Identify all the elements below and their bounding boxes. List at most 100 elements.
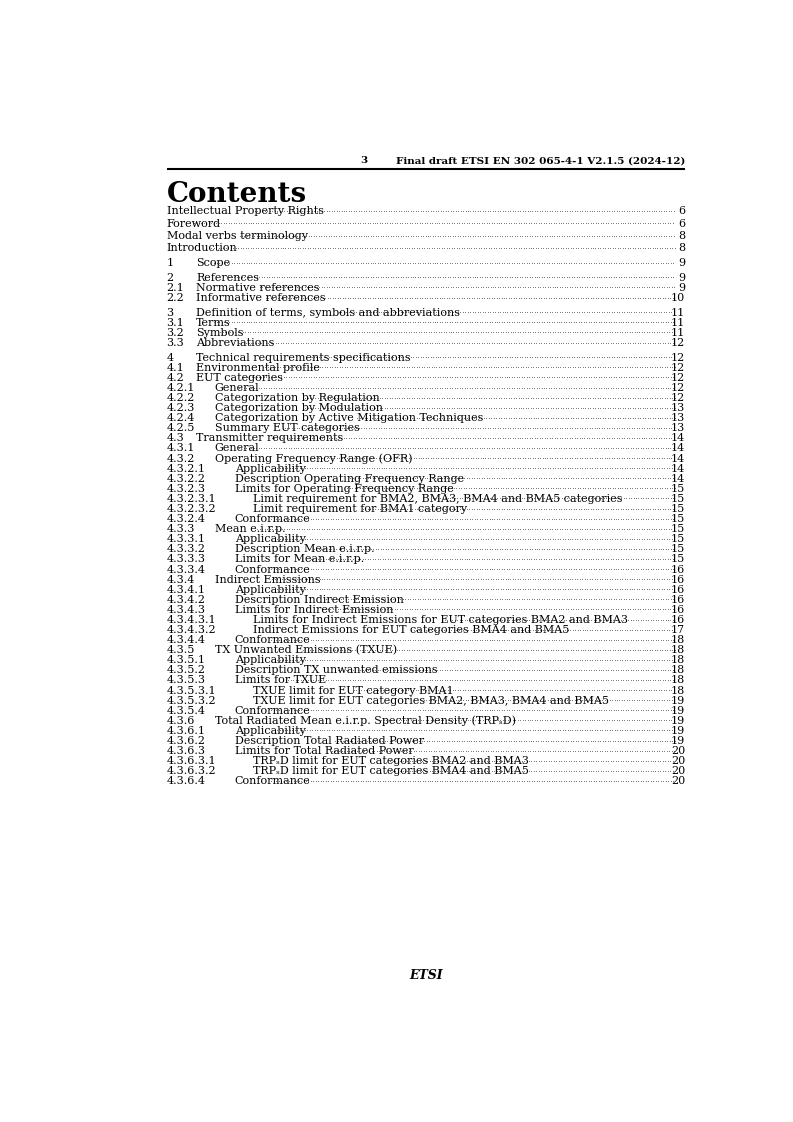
Text: 16: 16 xyxy=(671,585,685,595)
Text: 16: 16 xyxy=(671,615,685,625)
Text: Terms: Terms xyxy=(196,318,231,328)
Text: 4.3.5.3.1: 4.3.5.3.1 xyxy=(167,686,216,696)
Text: 4.3.6.3: 4.3.6.3 xyxy=(167,746,205,756)
Text: 15: 15 xyxy=(671,524,685,534)
Text: 15: 15 xyxy=(671,484,685,494)
Text: 14: 14 xyxy=(671,453,685,463)
Text: 14: 14 xyxy=(671,443,685,453)
Text: Applicability: Applicability xyxy=(235,655,305,665)
Text: 4.2.1: 4.2.1 xyxy=(167,383,195,393)
Text: TXUE limit for EUT categories BMA2, BMA3, BMA4 and BMA5: TXUE limit for EUT categories BMA2, BMA3… xyxy=(253,696,609,706)
Text: TX Unwanted Emissions (TXUE): TX Unwanted Emissions (TXUE) xyxy=(215,645,396,655)
Text: Introduction: Introduction xyxy=(167,243,237,254)
Text: 12: 12 xyxy=(671,373,685,383)
Text: 15: 15 xyxy=(671,544,685,554)
Text: 4.3.3.4: 4.3.3.4 xyxy=(167,564,205,574)
Text: Description Total Radiated Power: Description Total Radiated Power xyxy=(235,736,424,746)
Text: 18: 18 xyxy=(671,665,685,675)
Text: 13: 13 xyxy=(671,403,685,413)
Text: 4.3.4.1: 4.3.4.1 xyxy=(167,585,205,595)
Text: Technical requirements specifications: Technical requirements specifications xyxy=(196,352,411,362)
Text: Description Operating Frequency Range: Description Operating Frequency Range xyxy=(235,473,464,484)
Text: 18: 18 xyxy=(671,655,685,665)
Text: 8: 8 xyxy=(678,231,685,241)
Text: Conformance: Conformance xyxy=(235,514,311,524)
Text: Foreword: Foreword xyxy=(167,219,220,229)
Text: 19: 19 xyxy=(671,706,685,716)
Text: 11: 11 xyxy=(671,307,685,318)
Text: 4.3.4.4: 4.3.4.4 xyxy=(167,635,205,645)
Text: Limits for Indirect Emission: Limits for Indirect Emission xyxy=(235,605,393,615)
Text: 16: 16 xyxy=(671,595,685,605)
Text: 4.3.3.3: 4.3.3.3 xyxy=(167,554,205,564)
Text: 4.2: 4.2 xyxy=(167,373,184,383)
Text: 13: 13 xyxy=(671,413,685,423)
Text: 4.3.3: 4.3.3 xyxy=(167,524,195,534)
Text: Definition of terms, symbols and abbreviations: Definition of terms, symbols and abbrevi… xyxy=(196,307,460,318)
Text: 4.3.3.2: 4.3.3.2 xyxy=(167,544,205,554)
Text: 16: 16 xyxy=(671,574,685,585)
Text: Limit requirement for BMA1 category: Limit requirement for BMA1 category xyxy=(253,504,468,514)
Text: Categorization by Modulation: Categorization by Modulation xyxy=(215,403,382,413)
Text: 4.2.4: 4.2.4 xyxy=(167,413,195,423)
Text: 9: 9 xyxy=(678,258,685,268)
Text: 4.3.4.3.2: 4.3.4.3.2 xyxy=(167,625,216,635)
Text: Limits for TXUE: Limits for TXUE xyxy=(235,675,326,686)
Text: 4.3.4.3: 4.3.4.3 xyxy=(167,605,205,615)
Text: 4.1: 4.1 xyxy=(167,362,184,373)
Text: 2.1: 2.1 xyxy=(167,283,184,293)
Text: 12: 12 xyxy=(671,338,685,348)
Text: 3: 3 xyxy=(167,307,174,318)
Text: 4.2.5: 4.2.5 xyxy=(167,423,195,433)
Text: Limits for Total Radiated Power: Limits for Total Radiated Power xyxy=(235,746,413,756)
Text: 4.3.2.2: 4.3.2.2 xyxy=(167,473,205,484)
Text: 20: 20 xyxy=(671,746,685,756)
Text: References: References xyxy=(196,273,259,283)
Text: 15: 15 xyxy=(671,554,685,564)
Text: Limit requirement for BMA2, BMA3, BMA4 and BMA5 categories: Limit requirement for BMA2, BMA3, BMA4 a… xyxy=(253,494,623,504)
Text: 10: 10 xyxy=(671,293,685,303)
Text: 4.3.4: 4.3.4 xyxy=(167,574,195,585)
Text: 18: 18 xyxy=(671,686,685,696)
Text: Scope: Scope xyxy=(196,258,230,268)
Text: Modal verbs terminology: Modal verbs terminology xyxy=(167,231,308,241)
Text: 4.3.6.3.1: 4.3.6.3.1 xyxy=(167,756,216,766)
Text: 4.3.6: 4.3.6 xyxy=(167,716,195,726)
Text: 4.3.6.3.2: 4.3.6.3.2 xyxy=(167,766,216,776)
Text: Operating Frequency Range (OFR): Operating Frequency Range (OFR) xyxy=(215,453,412,465)
Text: 4: 4 xyxy=(167,352,174,362)
Text: Transmitter requirements: Transmitter requirements xyxy=(196,433,343,443)
Text: 19: 19 xyxy=(671,726,685,736)
Text: Intellectual Property Rights: Intellectual Property Rights xyxy=(167,206,324,217)
Text: 4.2.3: 4.2.3 xyxy=(167,403,195,413)
Text: EUT categories: EUT categories xyxy=(196,373,283,383)
Text: 2.2: 2.2 xyxy=(167,293,184,303)
Text: Summary EUT categories: Summary EUT categories xyxy=(215,423,359,433)
Text: Applicability: Applicability xyxy=(235,463,305,473)
Text: 9: 9 xyxy=(678,273,685,283)
Text: 4.3.2.1: 4.3.2.1 xyxy=(167,463,205,473)
Text: 15: 15 xyxy=(671,514,685,524)
Text: 4.3.4.2: 4.3.4.2 xyxy=(167,595,205,605)
Text: 4.3.2.4: 4.3.2.4 xyxy=(167,514,205,524)
Text: 4.3.5.3: 4.3.5.3 xyxy=(167,675,205,686)
Text: 4.3.3.1: 4.3.3.1 xyxy=(167,534,205,544)
Text: Mean e.i.r.p.: Mean e.i.r.p. xyxy=(215,524,285,534)
Text: 4.3.6.1: 4.3.6.1 xyxy=(167,726,205,736)
Text: 4.3.5.4: 4.3.5.4 xyxy=(167,706,205,716)
Text: 4.3.1: 4.3.1 xyxy=(167,443,195,453)
Text: 16: 16 xyxy=(671,605,685,615)
Text: 4.3.2.3.2: 4.3.2.3.2 xyxy=(167,504,216,514)
Text: 12: 12 xyxy=(671,393,685,403)
Text: Limits for Operating Frequency Range: Limits for Operating Frequency Range xyxy=(235,484,454,494)
Text: 18: 18 xyxy=(671,635,685,645)
Text: 20: 20 xyxy=(671,766,685,776)
Text: 19: 19 xyxy=(671,696,685,706)
Text: Description TX unwanted emissions: Description TX unwanted emissions xyxy=(235,665,438,675)
Text: Abbreviations: Abbreviations xyxy=(196,338,274,348)
Text: 6: 6 xyxy=(678,206,685,217)
Text: Conformance: Conformance xyxy=(235,635,311,645)
Text: Description Indirect Emission: Description Indirect Emission xyxy=(235,595,404,605)
Text: 3.2: 3.2 xyxy=(167,328,184,338)
Text: 4.3.4.3.1: 4.3.4.3.1 xyxy=(167,615,216,625)
